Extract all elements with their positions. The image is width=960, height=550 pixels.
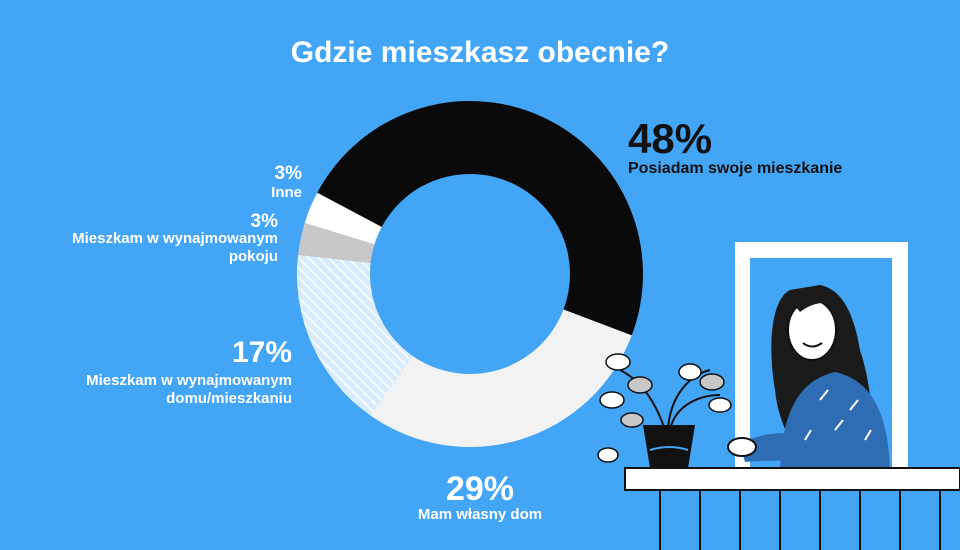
rented-room-percent: 3%: [250, 211, 278, 232]
own-house-percent: 29%: [445, 470, 515, 508]
donut-slice-0: [317, 100, 643, 336]
donut-slice-3: [298, 222, 375, 263]
donut-slice-1: [370, 309, 632, 447]
donut-slice-4: [304, 192, 382, 245]
plant-illustration: [597, 353, 732, 468]
rented-home-label-line1: Mieszkam w wynajmowanym: [86, 372, 292, 389]
rented-room-label-line2: pokoju: [228, 248, 278, 265]
donut-slices: [297, 100, 643, 447]
other-percent: 3%: [274, 163, 302, 184]
other-label: Inne: [271, 184, 302, 201]
rented-room-label-line1: Mieszkam w wynajmowanym: [72, 230, 278, 247]
own-flat-percent: 48%: [628, 115, 713, 162]
own-flat-label: Posiadam swoje mieszkanie: [628, 160, 843, 177]
rented-home-label-line2: domu/mieszkaniu: [166, 390, 292, 407]
own-house-label: Mam własny dom: [417, 506, 543, 523]
chart-title: Gdzie mieszkasz obecnie?: [290, 36, 670, 69]
donut-slice-2: [297, 254, 413, 416]
balcony-railing: [624, 467, 960, 550]
woman-illustration: [727, 285, 890, 470]
rented-home-percent: 17%: [231, 336, 292, 369]
